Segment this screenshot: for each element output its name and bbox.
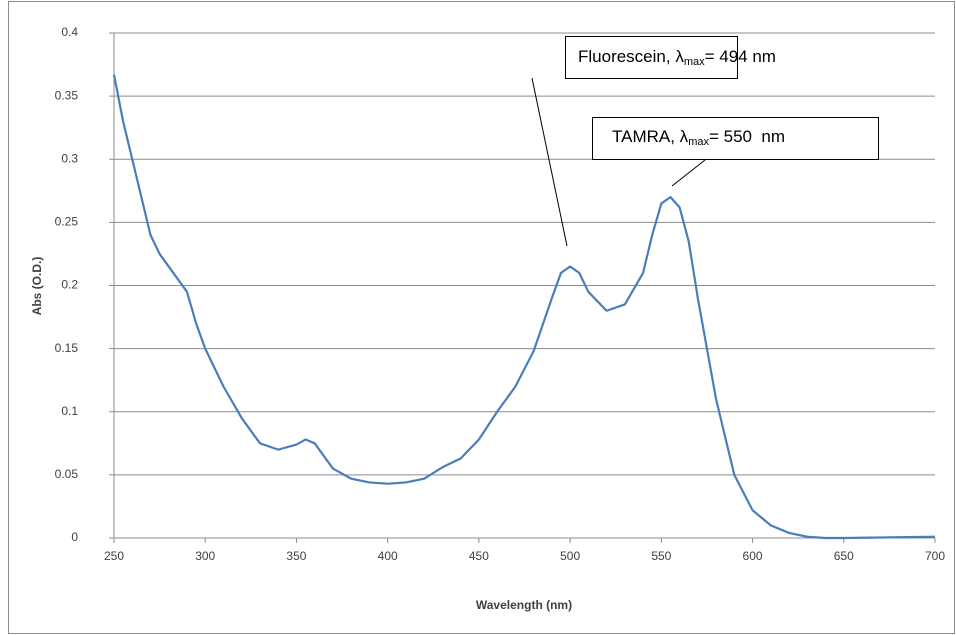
y-tick-label: 0.4: [61, 25, 78, 39]
x-tick-label: 700: [925, 549, 945, 563]
y-tick-label: 0.15: [55, 341, 79, 355]
callout-text: TAMRA, λmax= 550 nm: [612, 127, 785, 147]
y-tick-label: 0.3: [61, 151, 78, 165]
callout-pointer: [671, 159, 706, 187]
y-tick-label: 0.05: [55, 467, 79, 481]
callout-text-part: = 494 nm: [705, 47, 776, 66]
x-tick-label: 250: [104, 549, 124, 563]
callout-subscript: max: [688, 136, 709, 148]
plot-area: 0 0.05 0.1 0.15 0.2 0.25 0.3 0.35 0.4 250 300 350 40…: [55, 25, 946, 563]
callout-text-part: = 550 nm: [709, 127, 785, 146]
x-tick-label: 350: [286, 549, 306, 563]
y-tick-label: 0.25: [55, 215, 79, 229]
data-line: [112, 74, 936, 540]
x-tick-label: 500: [560, 549, 580, 563]
annotations: Fluorescein, λmax= 494 nm TAMRA, λmax= 5…: [531, 36, 879, 247]
x-tick-label: 450: [469, 549, 489, 563]
callout-text-part: TAMRA, λ: [612, 127, 689, 146]
callout-subscript: max: [684, 56, 705, 68]
x-tick-label: 300: [195, 549, 215, 563]
y-tick-label: 0: [71, 530, 78, 544]
x-axis-title: Wavelength (nm): [476, 598, 572, 612]
y-axis-title: Abs (O.D.): [30, 257, 44, 316]
x-tick-label: 550: [651, 549, 671, 563]
x-tick-label: 400: [378, 549, 398, 563]
x-tick-label: 600: [743, 549, 763, 563]
y-tick-label: 0.35: [55, 88, 79, 102]
y-tick-label: 0.1: [61, 404, 78, 418]
callout-pointer: [531, 77, 568, 247]
callout-box: [592, 117, 879, 160]
chart-frame: [8, 1, 955, 634]
callout-text: Fluorescein, λmax= 494 nm: [578, 47, 776, 67]
callout-text-part: Fluorescein, λ: [578, 47, 684, 66]
callout-box: [565, 36, 738, 79]
x-tick-label: 650: [834, 549, 854, 563]
y-tick-label: 0.2: [61, 278, 78, 292]
